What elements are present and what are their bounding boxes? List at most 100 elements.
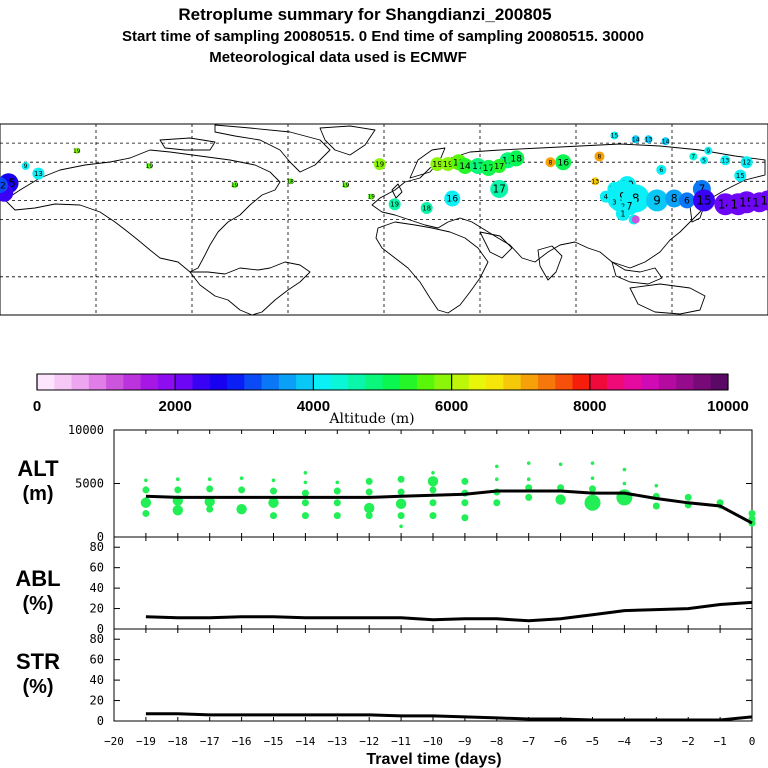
colorbar-cell (589, 374, 608, 390)
x-tick-labels: −20 −19 −18 −17 −16 −15 −14 −13 −12 −11 −10 −9 −8 −7−… (104, 735, 755, 748)
map-marker-label: 19 (231, 182, 239, 189)
alt-cluster-dot (207, 477, 212, 482)
colorbar-cell (123, 374, 142, 390)
map-marker-dot (508, 150, 525, 167)
x-tick-label: −2 (682, 735, 695, 748)
y-tick-label: 60 (90, 653, 104, 667)
x-tick-label: −5 (586, 735, 599, 748)
alt-cluster-dot (684, 493, 692, 501)
map-marker: 18 (508, 150, 525, 167)
map-marker-dot (21, 162, 30, 171)
alt-cluster-dot (622, 467, 627, 472)
map-marker-label: 15 (696, 194, 711, 208)
colorbar-cell (572, 374, 591, 390)
alt-cluster-dot (140, 497, 152, 508)
map-marker: 19 (231, 182, 239, 189)
map-marker-label: 2 (621, 203, 625, 211)
alt-cluster-dot (558, 462, 563, 467)
x-axis-label: Travel time (days) (366, 751, 501, 768)
alt-cluster-dot (271, 478, 276, 483)
map-marker-dot (734, 169, 747, 182)
alt-cluster-dot (493, 499, 501, 507)
map-marker-label: 9 (706, 148, 710, 155)
alt-cluster-dot (397, 512, 405, 520)
map-marker: 9 (646, 189, 669, 212)
map-marker-label: 17 (483, 163, 495, 174)
map-marker-label: 19 (443, 160, 453, 169)
colorbar-cell (641, 374, 660, 390)
colorbar-cell (244, 374, 263, 390)
map-marker-label: 1 (620, 210, 625, 219)
map-marker-dot (368, 193, 375, 200)
map-marker-dot (646, 189, 669, 212)
colorbar-cell (399, 374, 418, 390)
map-marker-dot (678, 192, 695, 209)
map-marker-dot (758, 190, 768, 211)
x-tick-label: −9 (458, 735, 471, 748)
alt-cluster-dot (333, 487, 341, 495)
map-marker-label: 14 (632, 136, 640, 143)
alt-cluster-dot (176, 477, 180, 482)
abl-panel-unit: (%) (22, 593, 53, 615)
alt-cluster-dot (555, 494, 566, 505)
colorbar-cell (555, 374, 574, 390)
y-tick-label: 80 (90, 540, 104, 554)
alt-cluster-dot (526, 477, 531, 482)
map-marker-dot (656, 164, 667, 175)
map-marker-dot (631, 215, 640, 224)
colorbar-cell (330, 374, 349, 390)
alt-cluster-dot (397, 488, 405, 496)
map-marker: 4 (599, 190, 612, 203)
x-tick-label: −8 (490, 735, 503, 748)
map-marker-dot (444, 190, 461, 207)
map-marker-dot (342, 182, 349, 189)
map-marker: 7 (689, 152, 698, 161)
map-marker-dot (146, 163, 153, 170)
colorbar-tick-label: 8000 (573, 398, 606, 415)
x-tick-label: −12 (359, 735, 379, 748)
map-marker-dot (689, 152, 698, 161)
map-marker-label: 13 (645, 136, 653, 143)
colorbar-tick-label: 2000 (159, 398, 192, 415)
colorbar-cell (157, 374, 176, 390)
colorbar-cell (261, 374, 280, 390)
map-marker: 14 (661, 137, 670, 145)
x-tick-label: −13 (327, 735, 347, 748)
map-marker-label: 14 (761, 193, 768, 207)
alt-cluster-dot (365, 488, 373, 496)
map-marker-dot (591, 177, 600, 186)
map-marker: 12 (740, 156, 753, 169)
map-marker: 14 (758, 190, 768, 211)
map-marker-label: 9 (24, 163, 28, 170)
map-marker-dot (32, 167, 45, 180)
alt-panel-unit: (m) (22, 483, 53, 505)
map-marker-dot (644, 135, 653, 144)
colorbar-cell (347, 374, 366, 390)
alt-cluster-dot (333, 499, 341, 507)
x-tick-label: −18 (168, 735, 188, 748)
str-y-tick-labels: 80 60 40 20 0 (90, 632, 104, 728)
map-marker: 12 (0, 177, 8, 194)
alt-cluster-dot (206, 505, 214, 513)
y-tick-label: 40 (90, 673, 104, 687)
alt-cluster-dot (364, 502, 375, 514)
colorbar-cell (140, 374, 159, 390)
colorbar-cell (693, 374, 712, 390)
colorbar-tick-label: 0 (33, 398, 41, 415)
map-marker-label: 13 (722, 157, 730, 164)
abl-panel-frame (113, 536, 753, 630)
map-marker-label: 16 (557, 157, 569, 168)
colorbar-cell (278, 374, 297, 390)
map-marker-label: 3 (612, 199, 616, 207)
str-line (145, 712, 753, 722)
map-marker-dot (0, 177, 8, 194)
map-marker-label: 19 (367, 194, 375, 201)
x-tick-label: −11 (391, 735, 411, 748)
map-marker: 19 (342, 182, 350, 189)
map-marker-dot (693, 189, 715, 212)
colorbar-cell (382, 374, 401, 390)
map-marker: 15 (734, 169, 747, 182)
alt-cluster-dot (748, 509, 756, 517)
map-marker-label: 15 (611, 133, 619, 140)
alt-cluster-dot (461, 514, 469, 522)
